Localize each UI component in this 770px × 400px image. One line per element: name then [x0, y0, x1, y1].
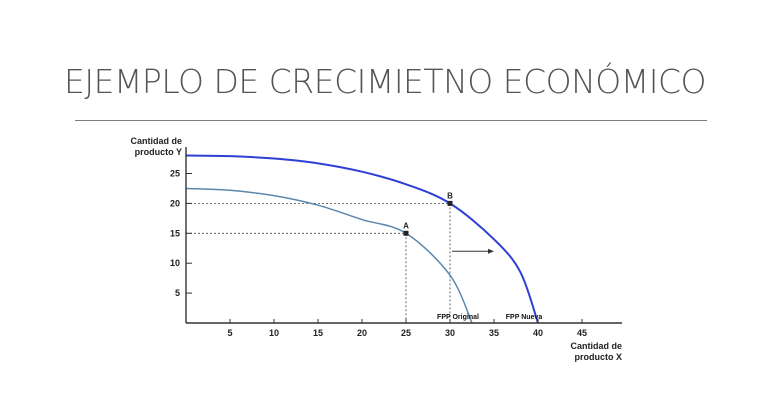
x-axis-label-line: Cantidad de	[570, 341, 622, 351]
point-marker	[403, 230, 409, 236]
x-tick-label: 25	[401, 328, 411, 338]
x-axis-label: Cantidad de producto X	[570, 341, 622, 362]
y-axis-label-line: producto Y	[135, 147, 182, 157]
x-tick-label: 10	[269, 328, 279, 338]
y-tick-label: 10	[170, 258, 180, 268]
slide-title: EJEMPLO DE CRECIMIETNO ECONÓMICO	[64, 62, 706, 101]
guide-lines	[186, 202, 451, 323]
x-tick-label: 40	[533, 328, 543, 338]
title-divider	[75, 120, 707, 121]
x-tick-label: 45	[577, 328, 587, 338]
axis-ticks: 5 10 15 20 25 30 35 40 45 5 10 15 20 25	[170, 169, 587, 339]
x-tick-label: 15	[313, 328, 323, 338]
y-axis-label-line: Cantidad de	[130, 136, 182, 146]
y-tick-label: 25	[170, 169, 180, 179]
ppf-line-original	[185, 187, 473, 324]
point-label: B	[447, 191, 453, 200]
ppf-curves	[185, 154, 539, 324]
y-tick-label: 20	[170, 198, 180, 208]
series-label-original: FPP Original	[437, 314, 479, 321]
x-axis-label-line: producto X	[575, 352, 623, 362]
x-tick-label: 20	[357, 328, 367, 338]
axes	[185, 147, 622, 324]
x-tick-label: 5	[227, 328, 232, 338]
chart-labels: Cantidad de producto Y Cantidad de product…	[130, 136, 622, 362]
y-tick-label: 5	[175, 288, 180, 298]
series-label-nueva: FPP Nueva	[506, 314, 543, 321]
chart-points: AB	[403, 191, 494, 254]
point-label: A	[403, 221, 409, 230]
y-axis-label: Cantidad de producto Y	[130, 136, 182, 157]
x-tick-label: 30	[445, 328, 455, 338]
point-marker	[447, 200, 453, 206]
x-tick-label: 35	[489, 328, 499, 338]
ppf-line-nueva	[185, 154, 539, 324]
y-tick-label: 15	[170, 228, 180, 238]
shift-arrow-head	[488, 248, 494, 254]
